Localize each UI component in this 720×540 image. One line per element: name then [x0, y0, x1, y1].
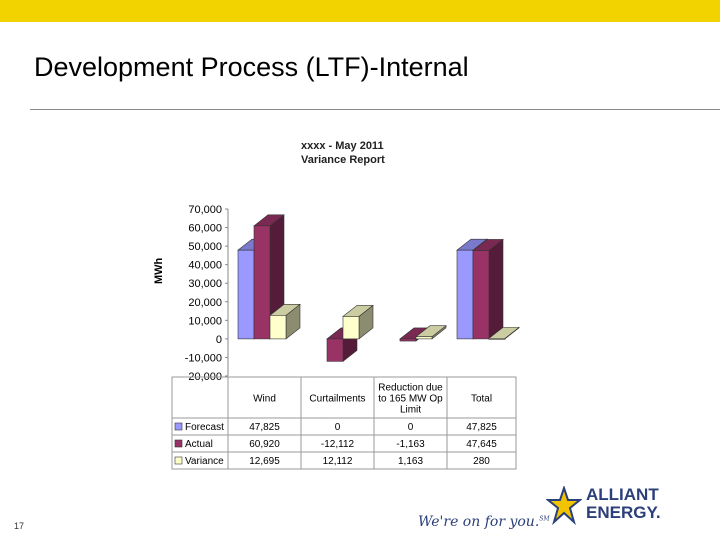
bar-variance-2: [415, 336, 433, 340]
star-logo-icon: [545, 484, 583, 526]
bar-actual-2: [399, 338, 417, 342]
y-tick-label: -10,000: [185, 352, 222, 364]
category-label: to 165 MW Op: [378, 394, 443, 405]
y-tick-label: 30,000: [188, 278, 222, 290]
legend-label: Variance: [185, 456, 224, 467]
data-label: 12,695: [249, 456, 280, 467]
slide-title: Development Process (LTF)-Internal: [34, 52, 469, 82]
company-logo: ALLIANT ENERGY.: [545, 484, 716, 526]
category-label: Limit: [400, 405, 421, 416]
legend-swatch: [174, 422, 183, 431]
category-label: Curtailments: [309, 394, 365, 405]
data-label: 12,112: [323, 456, 353, 467]
bar-variance-3: [488, 338, 506, 340]
logo-line-1: ALLIANT: [586, 485, 659, 504]
logo-wordmark: ALLIANT ENERGY.: [586, 486, 661, 522]
chart-title-line1: xxxx - May 2011: [301, 140, 384, 152]
y-tick-label: 60,000: [188, 223, 222, 235]
category-label: Reduction due: [378, 383, 443, 394]
data-label: 47,645: [466, 439, 497, 450]
bar-forecast-3: [456, 249, 474, 340]
data-label: 47,825: [249, 422, 280, 433]
chart-title: xxxx - May 2011 Variance Report: [301, 139, 385, 167]
chart-title-line2: Variance Report: [301, 154, 385, 166]
category-label: Total: [471, 394, 492, 405]
data-label: -1,163: [396, 439, 425, 450]
y-tick-label: 40,000: [188, 260, 222, 272]
bar-forecast-0: [237, 249, 255, 340]
data-label: -12,112: [321, 439, 355, 450]
y-tick-label: 0: [216, 334, 222, 346]
legend-label: Actual: [185, 439, 213, 450]
data-label: 0: [408, 422, 414, 433]
tagline: We're on for you.SM: [418, 514, 550, 530]
data-label: 47,825: [466, 422, 497, 433]
bar-side: [488, 238, 504, 340]
page-number: 17: [14, 521, 25, 531]
bar-variance-1: [342, 316, 360, 340]
legend-label: Forecast: [185, 422, 224, 433]
legend-swatch: [174, 439, 183, 448]
category-label: Wind: [253, 394, 276, 405]
bar-actual-3: [472, 250, 490, 340]
bar-variance-0: [269, 315, 287, 340]
y-tick-label: 20,000: [188, 297, 222, 309]
y-tick-label: 10,000: [188, 315, 222, 327]
y-tick-label: 70,000: [188, 204, 222, 216]
data-label: 0: [335, 422, 341, 433]
data-label: 1,163: [398, 456, 423, 467]
y-tick-label: 50,000: [188, 241, 222, 253]
bar-actual-0: [253, 225, 271, 340]
data-label: 280: [473, 456, 490, 467]
top-accent-bar: [0, 0, 720, 22]
bar-actual-1: [326, 338, 344, 362]
title-divider: [30, 109, 720, 110]
legend-swatch: [174, 456, 183, 465]
logo-line-2: ENERGY.: [586, 503, 661, 522]
tagline-text: We're on for you.: [418, 514, 540, 530]
data-label: 60,920: [249, 439, 280, 450]
tagline-service-mark: SM: [539, 515, 550, 523]
